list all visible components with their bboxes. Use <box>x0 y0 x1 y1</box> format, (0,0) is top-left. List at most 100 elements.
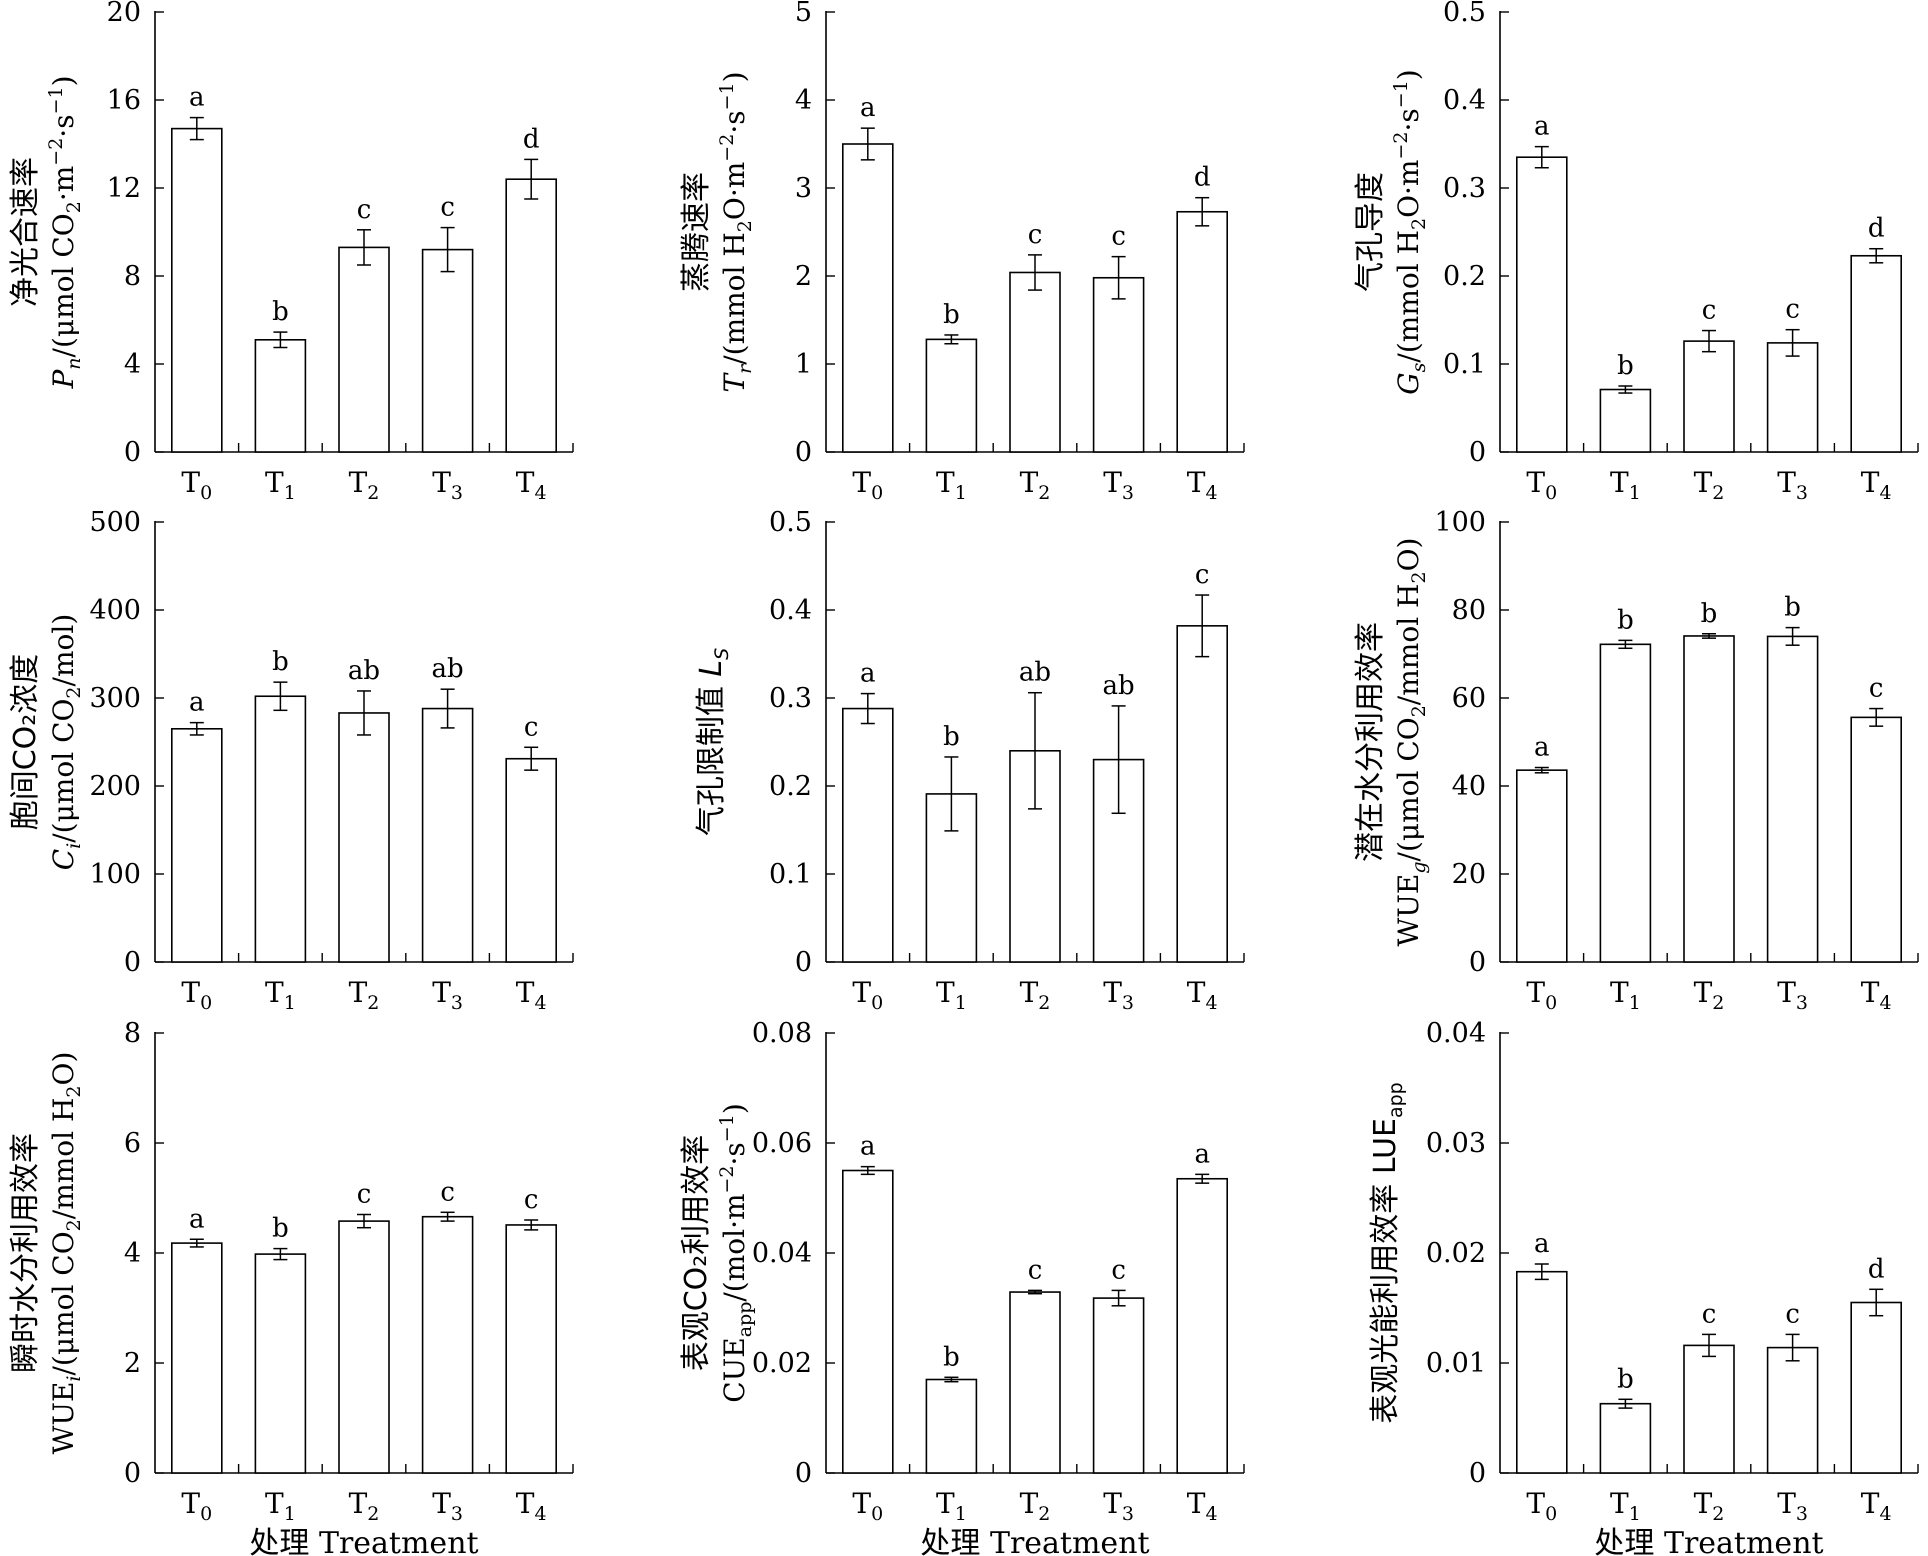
significance-letter: d <box>1194 163 1211 193</box>
significance-letter: d <box>1868 214 1885 244</box>
error-bar <box>1869 247 1884 264</box>
significance-letter: a <box>860 93 876 123</box>
error-bar <box>189 721 204 736</box>
y-axis-label: 瞬时水分利用效率 <box>8 1133 43 1373</box>
y-tick-label: 0 <box>795 947 812 978</box>
y-tick-label: 5 <box>795 0 812 28</box>
y-tick-label: 0 <box>1469 947 1486 978</box>
bar <box>505 1224 558 1474</box>
y-tick-label: 8 <box>124 261 141 292</box>
error-bar <box>1618 1398 1633 1409</box>
x-tick-label: T3 <box>1103 976 1134 1014</box>
error-bar <box>524 158 539 200</box>
x-tick-label: T2 <box>1020 976 1051 1014</box>
bar <box>1516 769 1568 963</box>
bar <box>1176 1177 1228 1474</box>
error-bar <box>273 681 288 712</box>
x-tick-label: T2 <box>1020 1487 1051 1525</box>
y-axis-label: 表观CO₂利用效率 <box>679 1135 714 1372</box>
error-bar <box>273 331 288 349</box>
error-bar <box>1785 1333 1800 1362</box>
x-axis-title: 处理 Treatment <box>1594 1526 1823 1556</box>
bar <box>1766 1346 1819 1474</box>
chart-gs: 0 0.1 0.2 0.3 0.4 0.5 a T0 b T1 c T2 c T3 d T4 气孔导度Gs/(m… <box>1353 0 1919 504</box>
y-tick-label: 0 <box>124 947 141 978</box>
x-tick-label: T0 <box>852 466 883 504</box>
significance-letter: b <box>1701 599 1718 629</box>
y-axis-unit-label: Ci/(μmol CO2/mol) <box>47 614 85 871</box>
bar <box>1599 1402 1652 1474</box>
error-bar <box>440 1211 455 1222</box>
x-tick-label: T2 <box>1694 976 1725 1014</box>
y-tick-label: 0 <box>795 1458 812 1489</box>
significance-letter: c <box>1785 1299 1800 1329</box>
x-tick-label: T0 <box>181 1487 212 1525</box>
x-tick-label: T0 <box>181 466 212 504</box>
error-bar <box>944 1376 959 1383</box>
y-tick-label: 300 <box>89 683 141 714</box>
bar <box>1766 635 1819 963</box>
significance-letter: b <box>272 647 289 677</box>
error-bar <box>1702 329 1716 353</box>
y-tick-label: 60 <box>1452 683 1486 714</box>
x-tick-label: T0 <box>852 1487 883 1525</box>
bar <box>1850 254 1902 453</box>
y-axis-label: 胞间CO₂浓度 <box>8 654 43 831</box>
x-tick-label: T2 <box>349 976 380 1014</box>
x-tick-label: T0 <box>1526 1487 1557 1525</box>
chart-lue: 0 0.01 0.02 0.03 0.04 a T0 b T1 c T2 c T3 d T4 表观光能利用效率… <box>1368 1018 1919 1556</box>
y-tick-label: 0.2 <box>1443 261 1486 292</box>
error-bar <box>357 1213 371 1229</box>
y-tick-label: 0.03 <box>1426 1128 1486 1159</box>
y-tick-label: 0.06 <box>752 1128 812 1159</box>
significance-letter: d <box>1868 1254 1885 1284</box>
y-tick-label: 0.02 <box>752 1348 812 1379</box>
bar <box>338 712 390 963</box>
chart-wueg: 0 20 40 60 80 100 a T0 b T1 b T2 b T3 c T4 潜在水分利用效率WUEg/… <box>1353 507 1919 1014</box>
significance-letter: a <box>189 83 205 113</box>
bar <box>841 1169 894 1474</box>
error-bar <box>860 1165 875 1176</box>
y-tick-label: 4 <box>124 349 141 380</box>
bar <box>171 1242 223 1474</box>
bar <box>1683 635 1735 963</box>
error-bar <box>1028 1289 1042 1295</box>
x-tick-label: T3 <box>432 466 463 504</box>
chart-cue: 0 0.02 0.04 0.06 0.08 a T0 b T1 c T2 c T3 a T4 表观CO₂利用效… <box>679 1018 1245 1556</box>
significance-letter: a <box>860 1132 876 1162</box>
bar <box>925 338 978 453</box>
x-axis-title: 处理 Treatment <box>249 1526 478 1556</box>
significance-letter: b <box>272 1214 289 1244</box>
y-tick-label: 0.1 <box>769 859 812 890</box>
x-tick-label: T4 <box>516 466 547 504</box>
significance-letter: c <box>357 195 372 225</box>
bar <box>254 1253 307 1474</box>
bar <box>1850 716 1902 963</box>
x-tick-label: T4 <box>1861 1487 1892 1525</box>
y-tick-label: 8 <box>124 1018 141 1049</box>
y-tick-label: 0.1 <box>1443 349 1486 380</box>
error-bar <box>860 692 875 725</box>
y-tick-label: 0 <box>124 1458 141 1489</box>
chart-ci: 0 100 200 300 400 500 a T0 b T1 ab T2 ab T3 c T4 胞间CO₂浓度… <box>8 507 574 1014</box>
error-bar <box>1195 594 1210 658</box>
x-tick-label: T2 <box>349 1487 380 1525</box>
y-tick-label: 100 <box>1434 507 1486 538</box>
significance-letter: c <box>1869 674 1884 704</box>
bar <box>421 1215 474 1474</box>
x-tick-label: T2 <box>1694 466 1725 504</box>
error-bar <box>189 116 204 141</box>
bar <box>1683 1344 1735 1474</box>
significance-letter: c <box>440 193 455 223</box>
y-axis-label: 表观光能利用效率 LUEapp <box>1368 1082 1407 1423</box>
y-tick-label: 2 <box>795 261 812 292</box>
y-tick-label: 0.4 <box>769 595 812 626</box>
bar <box>1599 643 1652 963</box>
significance-letter: c <box>1702 296 1717 326</box>
x-tick-label: T4 <box>516 976 547 1014</box>
error-bar <box>1534 1263 1549 1281</box>
y-tick-label: 2 <box>124 1348 141 1379</box>
error-bar <box>524 746 539 771</box>
